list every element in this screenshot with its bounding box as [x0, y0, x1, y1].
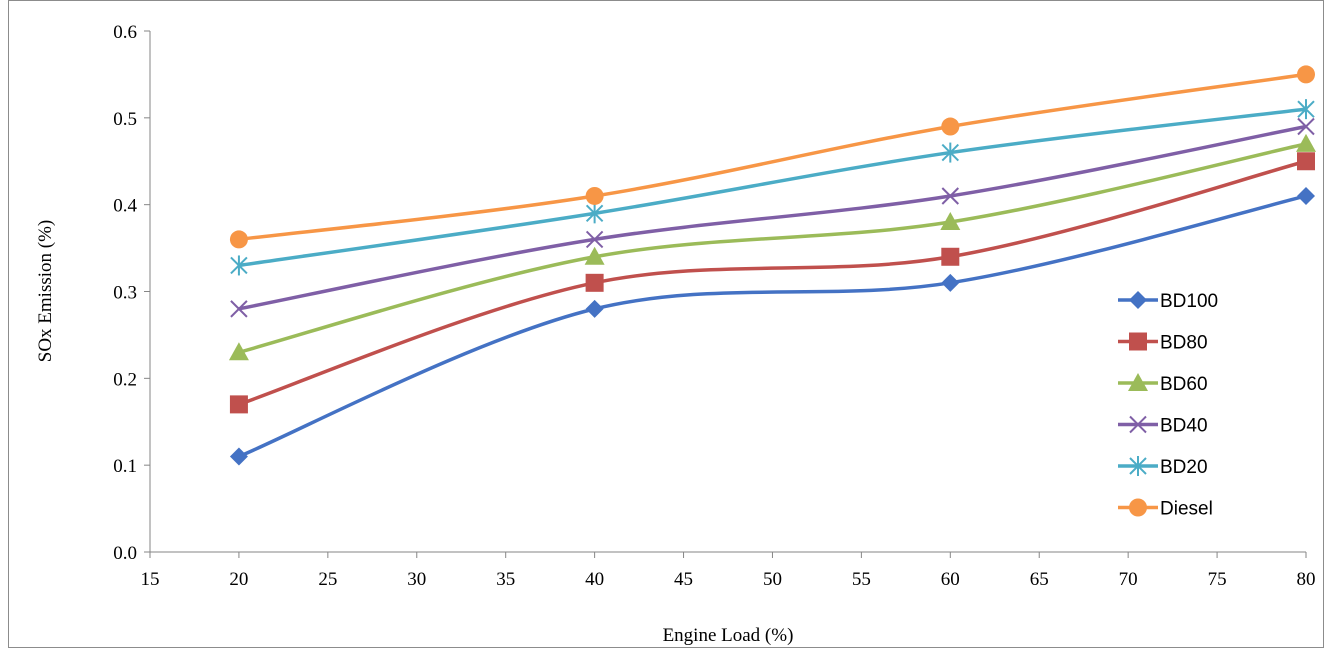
legend: BD100 BD80 BD60 BD40 BD20 Diesel — [1118, 291, 1218, 520]
x-tick-label: 15 — [141, 569, 160, 590]
data-point-bd40 — [230, 300, 248, 318]
y-tick-label: 0.4 — [113, 196, 137, 217]
y-tick-label: 0.3 — [113, 283, 137, 304]
chart-frame — [8, 0, 1324, 648]
legend-label-bd100: BD100 — [1160, 291, 1218, 312]
y-axis-title: SOx Emission (%) — [35, 220, 56, 363]
data-point-bd40 — [1297, 117, 1315, 136]
series-bd80 — [229, 152, 1315, 414]
x-tick-label: 30 — [407, 569, 426, 590]
y-tick-label: 0.0 — [113, 543, 137, 564]
legend-item-bd20: BD20 — [1118, 456, 1208, 478]
data-point-diesel — [941, 117, 960, 136]
series-bd20 — [230, 99, 1315, 276]
data-point-bd20 — [941, 142, 960, 163]
legend-marker-bd80 — [1129, 332, 1147, 351]
data-point-bd100 — [229, 447, 248, 466]
legend-label-diesel: Diesel — [1160, 499, 1213, 520]
data-point-bd80 — [1297, 152, 1315, 171]
data-point-bd60 — [584, 246, 605, 265]
legend-marker-bd40-stroke — [1129, 415, 1147, 434]
x-tick-label: 75 — [1208, 569, 1227, 590]
legend-marker-bd40 — [1129, 415, 1147, 434]
legend-marker-bd100 — [1129, 291, 1147, 309]
data-point-bd80 — [941, 247, 960, 266]
series-bd40 — [230, 117, 1315, 318]
data-point-bd40-stroke — [230, 300, 248, 318]
legend-label-bd20: BD20 — [1160, 457, 1208, 478]
data-point-bd40 — [585, 230, 604, 249]
legend-item-bd100: BD100 — [1118, 291, 1218, 312]
legend-label-bd40: BD40 — [1160, 416, 1208, 437]
series-layer — [228, 65, 1316, 466]
data-point-diesel — [585, 186, 604, 205]
legend-item-bd80: BD80 — [1118, 332, 1208, 354]
legend-item-diesel: Diesel — [1118, 498, 1213, 520]
y-tick-label: 0.6 — [113, 22, 137, 43]
data-point-bd20 — [230, 255, 248, 276]
data-point-bd40-stroke — [585, 230, 604, 249]
x-tick-label: 65 — [1030, 569, 1049, 590]
y-tick-label: 0.2 — [113, 369, 137, 390]
series-bd60 — [228, 133, 1316, 361]
series-line-bd80 — [238, 159, 1307, 407]
data-point-bd20 — [1297, 99, 1315, 120]
data-point-bd80 — [229, 395, 248, 414]
data-point-bd80 — [585, 273, 604, 292]
data-point-diesel — [229, 230, 248, 249]
data-point-bd60 — [228, 342, 249, 361]
data-point-bd40 — [941, 187, 960, 205]
x-tick-label: 55 — [852, 569, 871, 590]
series-line-bd20 — [238, 107, 1307, 268]
data-point-bd60 — [940, 212, 961, 231]
y-tick-label: 0.5 — [113, 109, 137, 130]
legend-label-bd80: BD80 — [1160, 333, 1208, 354]
data-point-bd100 — [1297, 186, 1315, 205]
legend-marker-diesel — [1129, 498, 1147, 517]
x-tick-label: 60 — [941, 569, 960, 590]
x-axis-title: Engine Load (%) — [663, 625, 794, 646]
x-tick-label: 80 — [1297, 569, 1316, 590]
data-point-bd100 — [941, 273, 960, 292]
legend-item-bd40: BD40 — [1118, 416, 1208, 437]
x-tick-label: 35 — [496, 569, 515, 590]
x-tick-label: 50 — [763, 569, 782, 590]
data-point-diesel — [1297, 65, 1315, 84]
data-point-bd20 — [585, 203, 604, 224]
legend-item-bd60: BD60 — [1118, 373, 1208, 395]
series-line-diesel — [238, 72, 1307, 242]
legend-marker-bd20 — [1129, 456, 1147, 476]
data-point-bd40-stroke — [1297, 117, 1315, 136]
x-tick-label: 25 — [318, 569, 337, 590]
x-tick-label: 70 — [1119, 569, 1138, 590]
legend-label-bd60: BD60 — [1160, 374, 1208, 395]
axes: 0.0 0.1 0.2 0.3 0.4 0.5 0.6 15 20 25 30 35 40 45 50 55 6… — [113, 22, 1315, 590]
data-point-bd60 — [1296, 133, 1316, 152]
data-point-bd100 — [585, 299, 604, 318]
series-bd100 — [229, 186, 1315, 466]
x-tick-label: 45 — [674, 569, 693, 590]
data-point-bd40-stroke — [941, 187, 960, 205]
series-diesel — [229, 65, 1315, 249]
x-tick-label: 20 — [229, 569, 248, 590]
series-line-bd60 — [238, 142, 1307, 354]
x-tick-label: 40 — [585, 569, 604, 590]
y-tick-label: 0.1 — [113, 456, 137, 477]
series-line-bd100 — [238, 194, 1307, 459]
legend-marker-bd60 — [1128, 373, 1148, 391]
series-line-bd40 — [238, 124, 1307, 311]
